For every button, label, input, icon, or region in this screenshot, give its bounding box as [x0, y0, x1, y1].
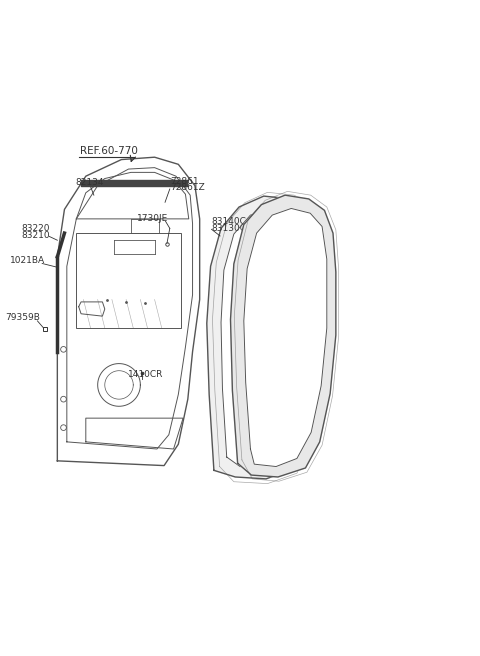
Text: 79359B: 79359B [5, 314, 40, 322]
Text: 83110A: 83110A [248, 244, 282, 253]
Text: 82134: 82134 [75, 178, 103, 186]
Text: 83130C: 83130C [212, 224, 247, 233]
Polygon shape [207, 196, 326, 479]
Text: 1410CR: 1410CR [128, 370, 163, 379]
Text: 83140C: 83140C [212, 217, 246, 226]
Text: 83120A: 83120A [248, 237, 282, 247]
Bar [76, 233, 180, 328]
Text: 82132: 82132 [285, 254, 313, 263]
Text: 72861: 72861 [170, 176, 198, 186]
Text: 83210: 83210 [22, 231, 50, 239]
Polygon shape [230, 195, 336, 477]
Text: 1730JE: 1730JE [137, 214, 168, 222]
Text: 72861Z: 72861Z [170, 183, 204, 192]
Text: 1021BA: 1021BA [10, 256, 45, 265]
Polygon shape [244, 209, 327, 466]
Polygon shape [221, 208, 317, 469]
Text: REF.60-770: REF.60-770 [80, 146, 138, 156]
Text: 83220: 83220 [22, 224, 50, 233]
